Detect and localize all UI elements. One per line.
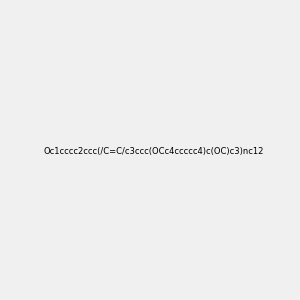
Text: Oc1cccc2ccc(/C=C/c3ccc(OCc4ccccc4)c(OC)c3)nc12: Oc1cccc2ccc(/C=C/c3ccc(OCc4ccccc4)c(OC)c… [44,147,264,156]
